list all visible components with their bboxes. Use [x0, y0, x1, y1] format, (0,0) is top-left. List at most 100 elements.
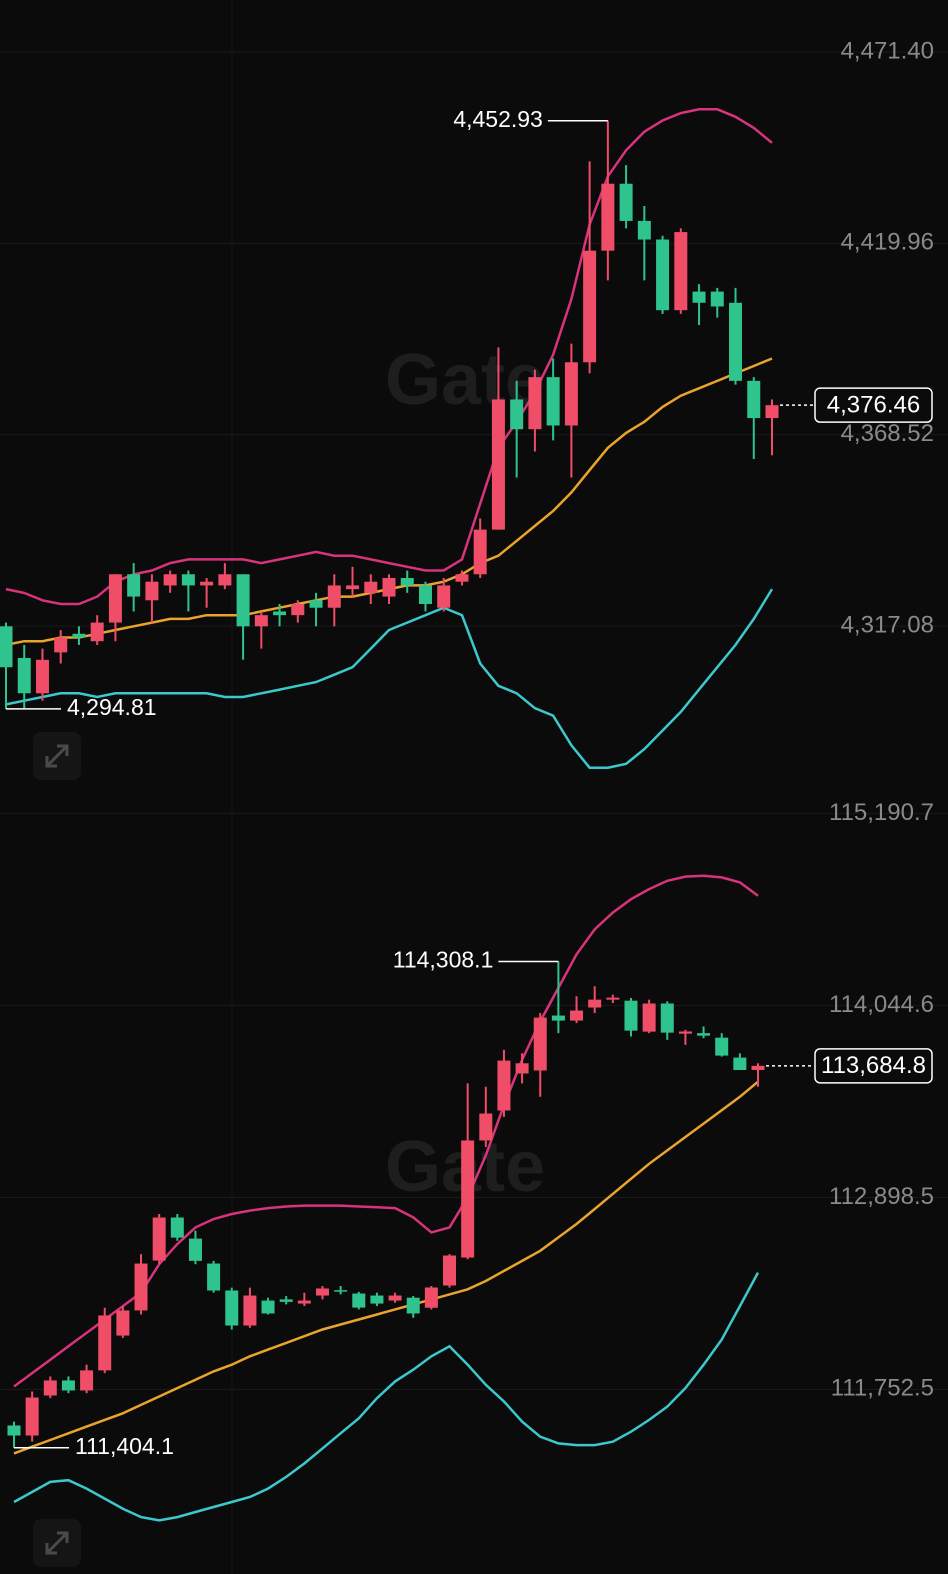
candle-body	[418, 585, 432, 605]
candle-body	[624, 1000, 638, 1031]
candle-body	[181, 574, 195, 586]
y-tick-label: 4,317.08	[841, 611, 934, 638]
band-line	[13, 1080, 759, 1455]
candle-body	[551, 1015, 565, 1021]
candle-body	[637, 220, 651, 240]
high-label: 4,452.93	[453, 106, 543, 132]
y-tick-label: 115,190.7	[829, 799, 934, 826]
candle-body	[601, 183, 615, 251]
candle-body	[327, 585, 341, 608]
high-label: 114,308.1	[393, 947, 494, 973]
candle-body	[443, 1255, 457, 1286]
candle-body	[510, 399, 524, 430]
last-price-label: 113,684.8	[821, 1052, 926, 1079]
y-tick-label: 4,471.40	[841, 37, 934, 64]
expand-icon	[45, 1531, 69, 1555]
candle-body	[729, 302, 743, 381]
candle-body	[297, 1300, 311, 1304]
candle-body	[406, 1297, 420, 1314]
candle-body	[72, 633, 86, 638]
candle-body	[61, 1380, 75, 1391]
band-line	[13, 1272, 760, 1522]
candle-body	[291, 604, 305, 616]
candle-body	[588, 999, 602, 1008]
candle-body	[473, 529, 487, 575]
candle-body	[455, 574, 469, 582]
candle-body	[225, 1290, 239, 1326]
y-tick-label: 114,044.6	[829, 991, 934, 1018]
candle-body	[546, 377, 560, 426]
chart-panel: Gate111,752.5112,898.5114,044.6115,190.7…	[0, 787, 948, 1574]
candle-body	[382, 577, 396, 597]
candle-body	[692, 291, 706, 303]
candle-body	[17, 657, 31, 694]
candle-body	[134, 1263, 148, 1311]
expand-icon	[45, 744, 69, 768]
candle-body	[200, 581, 214, 586]
candle-body	[479, 1113, 493, 1141]
candle-body	[747, 380, 761, 419]
candle-body	[279, 1299, 293, 1302]
candle-body	[606, 997, 620, 1000]
candle-body	[80, 1370, 94, 1391]
candle-body	[765, 405, 779, 419]
candle-body	[108, 574, 122, 623]
last-price-box	[814, 1048, 933, 1084]
candle-body	[127, 574, 141, 597]
candle-body	[346, 585, 360, 590]
candle-body	[352, 1293, 366, 1308]
candle-body	[98, 1315, 112, 1371]
candle-body	[461, 1140, 475, 1258]
band-line	[5, 588, 774, 769]
y-tick-label: 4,368.52	[841, 420, 934, 447]
y-tick-label: 4,419.96	[841, 229, 934, 256]
candle-body	[400, 577, 414, 586]
chart-panel: Gate4,317.084,368.524,419.964,471.404,45…	[0, 0, 948, 787]
candle-body	[437, 585, 451, 608]
candle-body	[564, 362, 578, 426]
candle-body	[43, 1380, 57, 1396]
y-tick-label: 112,898.5	[829, 1183, 934, 1210]
candle-body	[207, 1263, 221, 1291]
expand-button[interactable]	[33, 1519, 81, 1567]
candle-body	[656, 239, 670, 311]
candle-body	[424, 1287, 438, 1308]
candle-body	[751, 1065, 765, 1070]
candle-body	[570, 1010, 584, 1021]
candle-body	[315, 1288, 329, 1296]
candle-body	[642, 1003, 656, 1032]
candle-body	[116, 1310, 130, 1336]
candle-body	[388, 1295, 402, 1301]
candle-body	[583, 250, 597, 363]
expand-button[interactable]	[33, 732, 81, 780]
candle-body	[515, 1063, 529, 1074]
candle-body	[697, 1033, 711, 1036]
candle-body	[35, 659, 49, 694]
candle-body	[715, 1037, 729, 1056]
y-tick-label: 111,752.5	[831, 1375, 934, 1402]
candle-body	[188, 1238, 202, 1261]
last-price-label: 4,376.46	[827, 392, 920, 419]
candle-body	[152, 1217, 166, 1261]
candle-body	[491, 399, 505, 530]
candle-body	[674, 232, 688, 311]
candle-body	[218, 574, 232, 586]
candle-body	[54, 637, 68, 653]
candle-body	[660, 1003, 674, 1033]
candle-body	[163, 574, 177, 586]
candle-body	[334, 1290, 348, 1292]
candle-body	[309, 600, 323, 608]
candle-body	[528, 377, 542, 430]
candle-body	[261, 1300, 275, 1314]
candle-body	[7, 1425, 21, 1436]
candle-body	[236, 574, 250, 627]
low-label: 4,294.81	[67, 694, 157, 720]
candle-body	[25, 1397, 39, 1436]
candle-body	[145, 581, 159, 601]
candle-body	[243, 1295, 257, 1326]
low-label: 111,404.1	[75, 1433, 174, 1459]
candle-body	[254, 615, 268, 627]
candle-body	[497, 1060, 511, 1111]
